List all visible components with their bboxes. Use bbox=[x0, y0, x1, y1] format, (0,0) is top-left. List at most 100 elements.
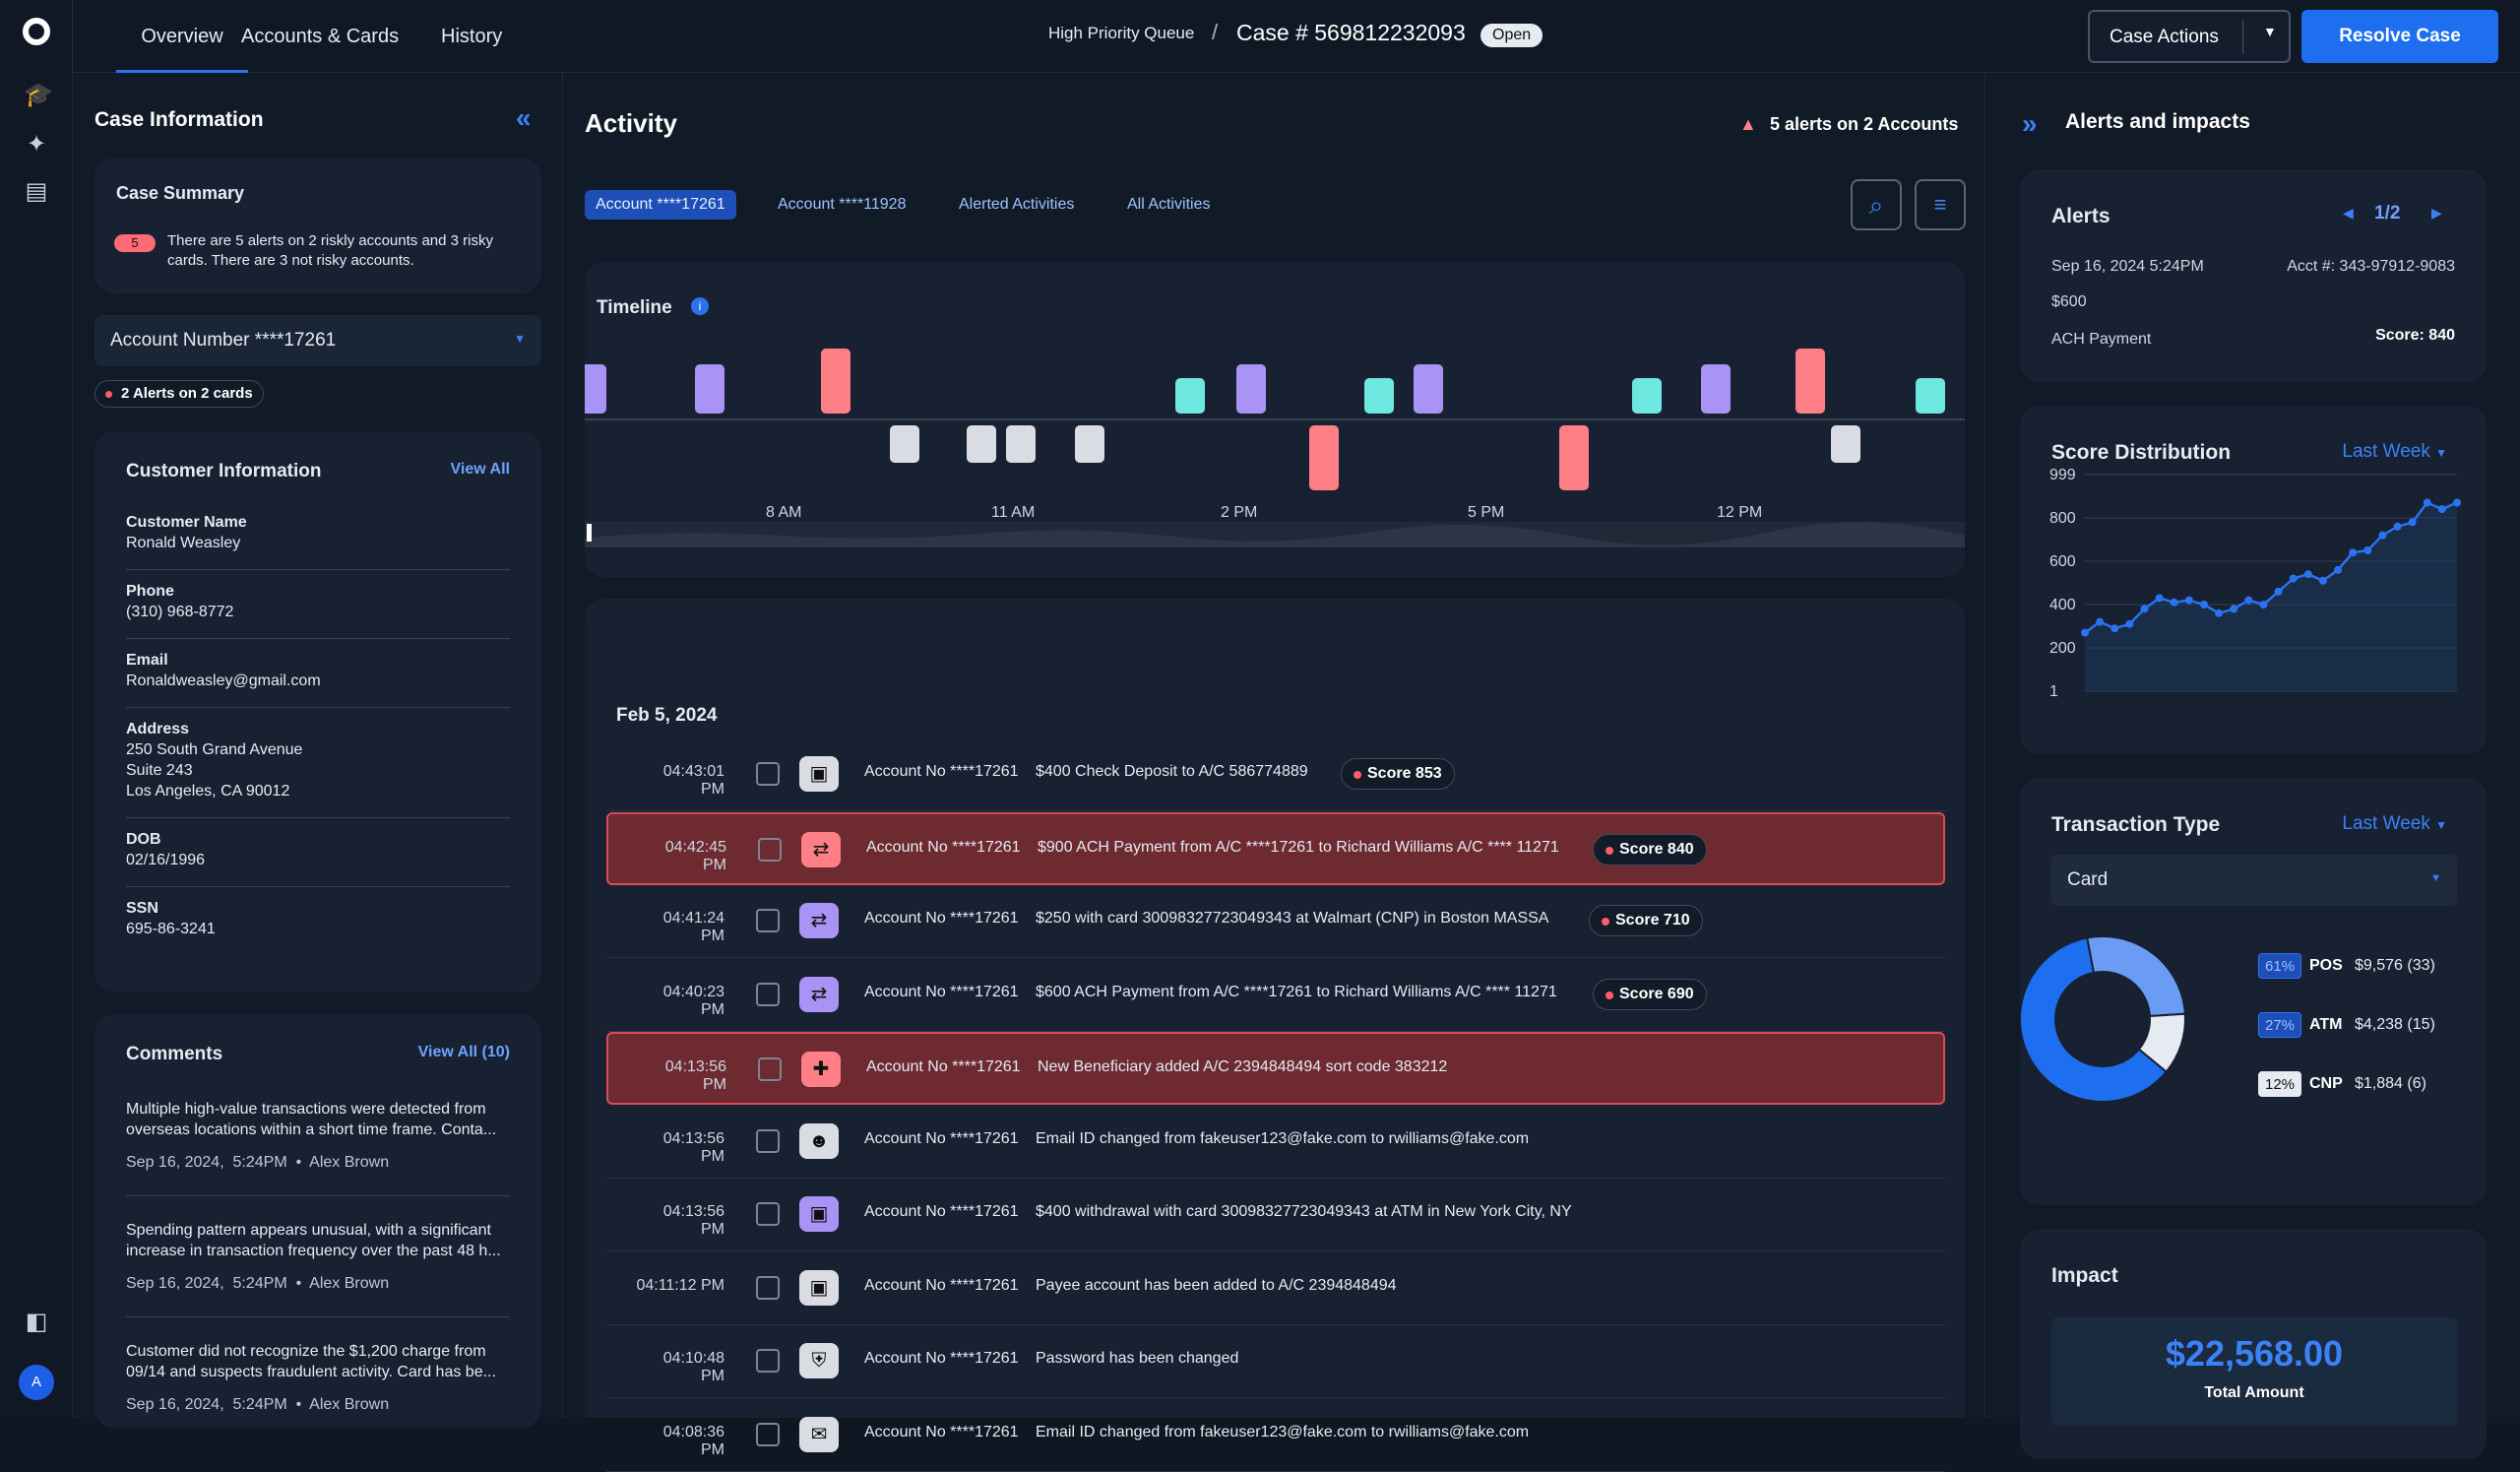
timeline-event-bar[interactable] bbox=[1075, 425, 1104, 463]
activity-row[interactable]: 04:08:36 PM ✉ Account No ****17261 Email ID… bbox=[606, 1399, 1945, 1472]
search-button[interactable]: ⌕ bbox=[1851, 179, 1902, 230]
timeline-event-bar[interactable] bbox=[1364, 378, 1394, 414]
score-point[interactable] bbox=[2155, 594, 2164, 603]
txn-period-select[interactable]: Last Week ▼ bbox=[2342, 813, 2447, 835]
score-point[interactable] bbox=[2215, 608, 2224, 617]
timeline-event-bar[interactable] bbox=[585, 364, 606, 414]
timeline-event-bar[interactable] bbox=[1236, 364, 1266, 414]
score-point[interactable] bbox=[2303, 570, 2312, 579]
resolve-case-button[interactable]: Resolve Case bbox=[2301, 10, 2498, 63]
score-point[interactable] bbox=[2199, 601, 2208, 608]
scrubber-handle[interactable] bbox=[587, 524, 592, 542]
row-checkbox[interactable] bbox=[756, 1202, 780, 1226]
score-point[interactable] bbox=[2170, 598, 2178, 607]
comment-text-1: Spending pattern appears unusual, with a… bbox=[126, 1222, 491, 1239]
score-point[interactable] bbox=[2423, 498, 2431, 507]
view-all-link[interactable]: View All bbox=[450, 461, 510, 478]
app-logo[interactable] bbox=[23, 18, 50, 45]
row-checkbox[interactable] bbox=[756, 1349, 780, 1373]
tab-overview[interactable]: Overview bbox=[116, 0, 248, 73]
graduation-cap-icon[interactable]: 🎓 bbox=[24, 82, 53, 108]
case-actions-button[interactable]: Case Actions ▼ bbox=[2088, 10, 2291, 63]
score-point[interactable] bbox=[2140, 605, 2149, 613]
timeline-event-bar[interactable] bbox=[1175, 378, 1205, 414]
timeline-event-bar[interactable] bbox=[1632, 378, 1662, 414]
row-checkbox[interactable] bbox=[756, 1128, 780, 1153]
collapse-icon[interactable]: « bbox=[516, 102, 532, 133]
activity-row[interactable]: 04:10:48 PM ⛨ Account No ****17261 Password… bbox=[606, 1325, 1945, 1398]
sparkle-icon[interactable]: ✦ bbox=[26, 131, 47, 158]
period-select[interactable]: Last Week ▼ bbox=[2342, 441, 2447, 463]
donut-slice-pos[interactable] bbox=[2020, 936, 2169, 1103]
timeline-event-bar[interactable] bbox=[1831, 425, 1860, 463]
score-point[interactable] bbox=[2393, 522, 2402, 531]
timeline-event-bar[interactable] bbox=[1559, 425, 1589, 490]
panel-toggle-icon[interactable]: ◧ bbox=[25, 1309, 48, 1335]
activity-row[interactable]: 04:11:12 PM ▣ Account No ****17261 Payee ac… bbox=[606, 1252, 1945, 1325]
account-select[interactable]: Account Number ****17261 ▼ bbox=[94, 315, 541, 366]
timeline-event-bar[interactable] bbox=[1006, 425, 1036, 463]
row-checkbox[interactable] bbox=[756, 1275, 780, 1300]
activity-row[interactable]: 04:41:24 PM ⇄ Account No ****17261 $250 wit… bbox=[606, 885, 1945, 958]
row-checkbox[interactable] bbox=[756, 909, 780, 932]
tab-accounts-cards[interactable]: Accounts & Cards bbox=[241, 26, 400, 47]
score-point[interactable] bbox=[2363, 546, 2372, 554]
info-icon[interactable]: i bbox=[691, 297, 709, 315]
donut-slice-atm[interactable] bbox=[2086, 935, 2186, 1018]
timeline-event-bar[interactable] bbox=[821, 349, 850, 414]
timeline-event-bar[interactable] bbox=[1701, 364, 1731, 414]
chevron-down-icon[interactable]: ▼ bbox=[2263, 24, 2277, 39]
avatar[interactable]: A bbox=[19, 1365, 54, 1400]
timeline-event-bar[interactable] bbox=[967, 425, 996, 463]
activity-row[interactable]: 04:43:01 PM ▣ Account No ****17261 $400 Che… bbox=[606, 738, 1945, 811]
chip-account-17261[interactable]: Account ****17261 bbox=[585, 190, 736, 220]
row-checkbox[interactable] bbox=[756, 982, 780, 1006]
score-point[interactable] bbox=[2378, 531, 2387, 540]
activity-row[interactable]: 04:42:45 PM ⇄ Account No ****17261 $900 ACH… bbox=[606, 811, 1945, 885]
tab-history[interactable]: History bbox=[441, 26, 503, 47]
score-point[interactable] bbox=[2125, 619, 2134, 628]
expand-icon[interactable]: » bbox=[2022, 108, 2038, 139]
breadcrumb-queue[interactable]: High Priority Queue bbox=[1048, 24, 1195, 42]
activity-description: $400 withdrawal with card 30098327723049… bbox=[1036, 1203, 1572, 1220]
timeline-event-bar[interactable] bbox=[695, 364, 724, 414]
score-point[interactable] bbox=[2408, 518, 2417, 527]
timeline-event-bar[interactable] bbox=[1309, 425, 1339, 490]
chip-account-11928[interactable]: Account ****11928 bbox=[778, 196, 907, 213]
row-checkbox[interactable] bbox=[758, 837, 782, 862]
row-checkbox[interactable] bbox=[756, 1422, 780, 1446]
score-point[interactable] bbox=[2349, 548, 2358, 557]
timeline-event-bar[interactable] bbox=[1414, 364, 1443, 414]
score-point[interactable] bbox=[2259, 601, 2268, 608]
prev-icon[interactable]: ◀ bbox=[2343, 205, 2354, 221]
activity-row[interactable]: 04:40:23 PM ⇄ Account No ****17261 $600 ACH… bbox=[606, 959, 1945, 1032]
row-checkbox[interactable] bbox=[758, 1057, 782, 1081]
chip-alerted-activities[interactable]: Alerted Activities bbox=[959, 196, 1075, 213]
store-icon[interactable]: ▤ bbox=[25, 178, 48, 205]
view-all-comments-link[interactable]: View All (10) bbox=[417, 1044, 510, 1060]
next-icon[interactable]: ▶ bbox=[2431, 205, 2442, 221]
activity-row[interactable]: 04:13:56 PM ✚ Account No ****17261 New Bene… bbox=[606, 1032, 1945, 1105]
score-point[interactable] bbox=[2289, 574, 2298, 583]
activity-row[interactable]: 04:13:56 PM ☻ Account No ****17261 Email ID… bbox=[606, 1106, 1945, 1179]
score-point[interactable] bbox=[2230, 605, 2238, 613]
activity-row[interactable]: 04:13:56 PM ▣ Account No ****17261 $400 wit… bbox=[606, 1179, 1945, 1251]
score-point[interactable] bbox=[2453, 498, 2461, 507]
score-point[interactable] bbox=[2184, 596, 2193, 605]
timeline-event-bar[interactable] bbox=[1916, 378, 1945, 414]
score-point[interactable] bbox=[2318, 576, 2327, 585]
score-point[interactable] bbox=[2110, 624, 2119, 633]
filter-button[interactable]: ≡ bbox=[1915, 179, 1966, 230]
card-type-select[interactable]: Card ▼ bbox=[2051, 855, 2457, 906]
score-point[interactable] bbox=[2437, 505, 2446, 514]
timeline-event-bar[interactable] bbox=[890, 425, 919, 463]
score-point[interactable] bbox=[2334, 565, 2343, 574]
timeline-event-bar[interactable] bbox=[1796, 349, 1825, 414]
chip-all-activities[interactable]: All Activities bbox=[1127, 196, 1211, 213]
donut-slice-cnp[interactable] bbox=[2137, 1012, 2186, 1073]
score-point[interactable] bbox=[2244, 596, 2253, 605]
score-point[interactable] bbox=[2096, 617, 2105, 626]
score-point[interactable] bbox=[2081, 628, 2089, 637]
score-point[interactable] bbox=[2274, 587, 2283, 596]
row-checkbox[interactable] bbox=[756, 762, 780, 786]
